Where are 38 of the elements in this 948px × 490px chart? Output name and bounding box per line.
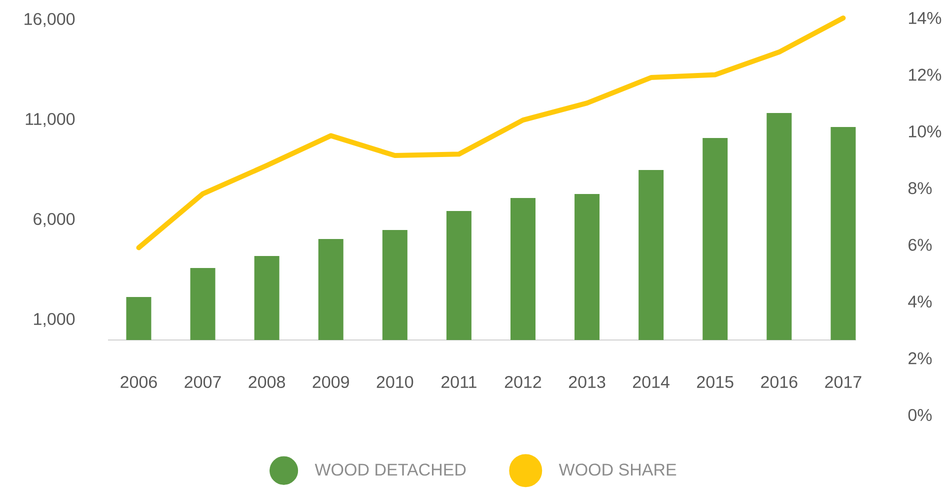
bar <box>190 268 216 340</box>
legend-label: WOOD SHARE <box>558 464 676 476</box>
y2-tick-label: 4% <box>908 296 932 308</box>
bar <box>638 170 664 340</box>
bar <box>766 112 792 340</box>
y2-tick-label: 12% <box>908 68 942 81</box>
y-tick-label: 16,000 <box>24 12 75 28</box>
bar <box>382 230 408 340</box>
x-tick-label: 2016 <box>761 376 798 388</box>
x-tick-label: 2011 <box>442 376 476 388</box>
x-tick-label: 2007 <box>184 376 221 388</box>
x-tick-label: 2017 <box>825 376 862 388</box>
bar <box>702 138 728 340</box>
bar <box>126 297 152 340</box>
x-tick-label: 2010 <box>376 376 414 388</box>
y2-tick-label: 0% <box>908 408 932 422</box>
y2-tick-label: 10% <box>908 125 942 138</box>
bar <box>254 256 280 340</box>
legend-label: WOOD DETACHED <box>314 464 466 476</box>
y2-tick-label: 6% <box>908 238 932 251</box>
bar <box>510 198 536 340</box>
y2-tick-label: 8% <box>908 182 932 194</box>
y2-tick-label: 14% <box>908 12 942 24</box>
x-tick-label: 2006 <box>120 376 157 388</box>
x-tick-label: 2012 <box>504 376 542 388</box>
y-tick-label: 1,000 <box>34 312 75 328</box>
x-tick-label: 2014 <box>633 376 670 388</box>
x-tick-label: 2015 <box>697 376 734 388</box>
bar <box>830 126 856 340</box>
bar <box>446 211 472 340</box>
y2-tick-label: 2% <box>908 352 932 364</box>
bar <box>574 194 600 340</box>
bar <box>318 239 344 340</box>
x-tick-label: 2008 <box>248 376 285 388</box>
x-tick-label: 2009 <box>312 376 349 388</box>
y-tick-label: 11,000 <box>26 112 75 128</box>
x-tick-label: 2013 <box>568 376 606 388</box>
y-tick-label: 6,000 <box>34 212 75 228</box>
